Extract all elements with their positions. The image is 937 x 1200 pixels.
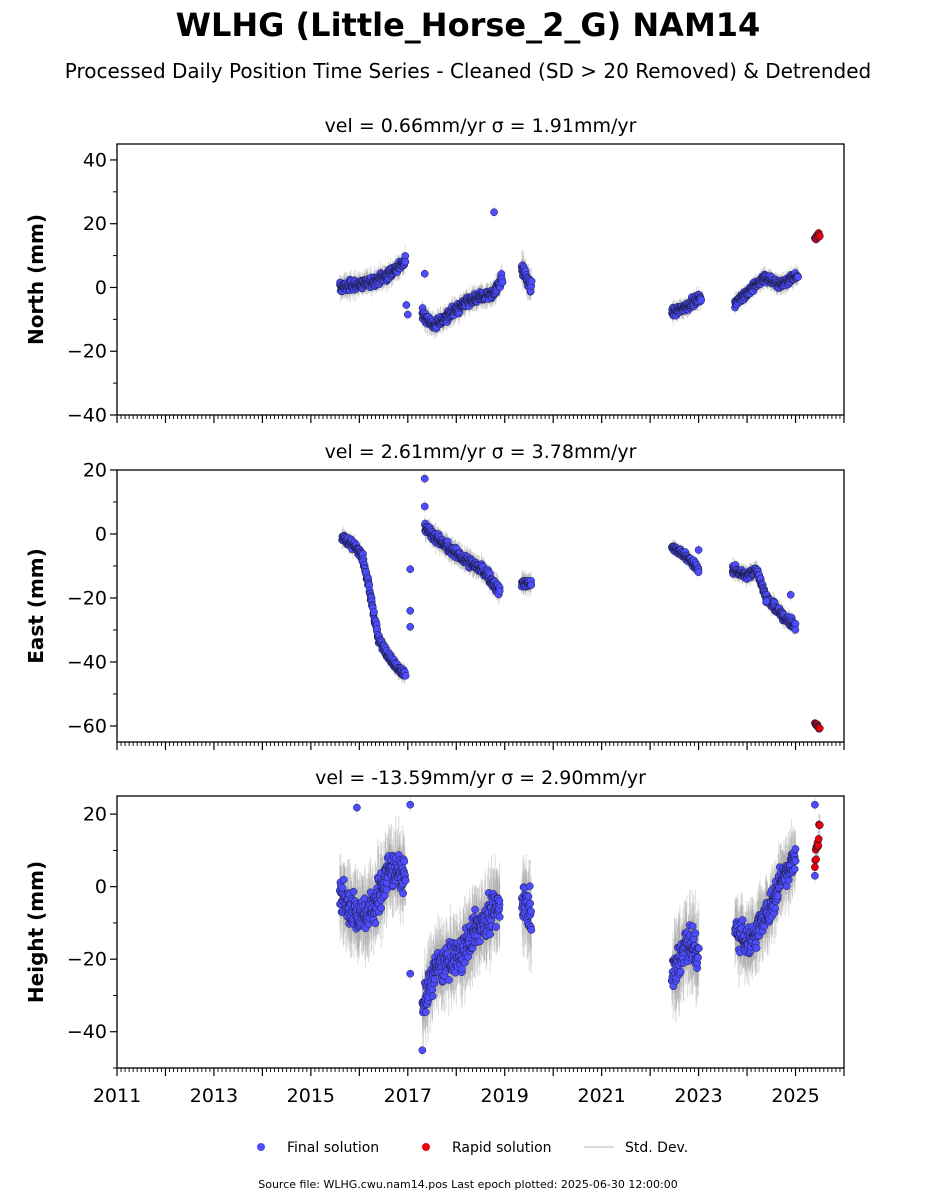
- figure-subtitle: Processed Daily Position Time Series - C…: [65, 59, 871, 83]
- ylabel-east: East (mm): [24, 548, 48, 664]
- final-point-outlier: [402, 301, 411, 309]
- final-point-outlier: [406, 606, 415, 615]
- final-point: [527, 581, 536, 589]
- y-tick-label: 40: [83, 149, 107, 171]
- y-tick-label: 0: [95, 277, 107, 299]
- y-tick-label: −60: [67, 716, 107, 738]
- rapid-point: [815, 232, 824, 241]
- panel-east: vel = 2.61mm/yr σ = 3.78mm/yr East (mm) −6…: [24, 441, 845, 750]
- panel-title-height: vel = -13.59mm/yr σ = 2.90mm/yr: [315, 767, 646, 789]
- y-tick-label: −40: [67, 652, 107, 674]
- final-point-outlier: [406, 565, 415, 574]
- data-layer-north: [336, 205, 824, 340]
- y-tick-label: −40: [67, 405, 107, 427]
- y-tick-label: −20: [67, 341, 107, 363]
- final-point: [401, 257, 410, 266]
- final-point: [791, 626, 800, 634]
- final-point-outlier: [420, 269, 429, 278]
- final-point: [794, 273, 802, 281]
- final-point: [694, 568, 703, 577]
- std-dev-bars-north: [339, 205, 821, 340]
- final-point: [370, 608, 378, 616]
- final-point: [527, 277, 536, 286]
- ylabel-north: North (mm): [24, 214, 48, 345]
- data-layer-east: [338, 472, 824, 733]
- final-point-outlier: [403, 310, 412, 319]
- final-point-outlier: [420, 474, 429, 483]
- final-point-outlier: [490, 208, 498, 217]
- final-points-east: [338, 474, 800, 680]
- final-point-outlier: [420, 502, 429, 511]
- axes-frame-east: [116, 469, 845, 743]
- std-dev-bars-east: [341, 472, 821, 732]
- y-tick-label: −20: [67, 588, 107, 610]
- final-point-outlier: [762, 597, 771, 606]
- axes-frame-north: [116, 143, 845, 416]
- panel-title-north: vel = 0.66mm/yr σ = 1.91mm/yr: [325, 115, 637, 137]
- panel-height: vel = -13.59mm/yr σ = 2.90mm/yr Height (m…: [24, 767, 845, 1107]
- final-points-north: [336, 208, 802, 333]
- panel-title-east: vel = 2.61mm/yr σ = 3.78mm/yr: [325, 441, 637, 463]
- rapid-points-east: [811, 719, 824, 733]
- y-tick-label: 20: [83, 213, 107, 235]
- final-point: [697, 296, 706, 305]
- rapid-point: [815, 724, 824, 733]
- final-point: [401, 671, 410, 680]
- final-point-outlier: [406, 622, 415, 631]
- final-point-outlier: [786, 590, 795, 599]
- data-layer-height: [335, 797, 824, 1058]
- y-tick-label: 0: [95, 524, 107, 546]
- final-point: [495, 587, 504, 595]
- figure-title: WLHG (Little_Horse_2_G) NAM14: [176, 6, 761, 44]
- final-point-outlier: [694, 546, 703, 554]
- final-point: [498, 278, 507, 287]
- y-tick-label: 20: [83, 460, 107, 482]
- ylabel-height: Height (mm): [24, 861, 48, 1003]
- rapid-points-north: [811, 229, 824, 244]
